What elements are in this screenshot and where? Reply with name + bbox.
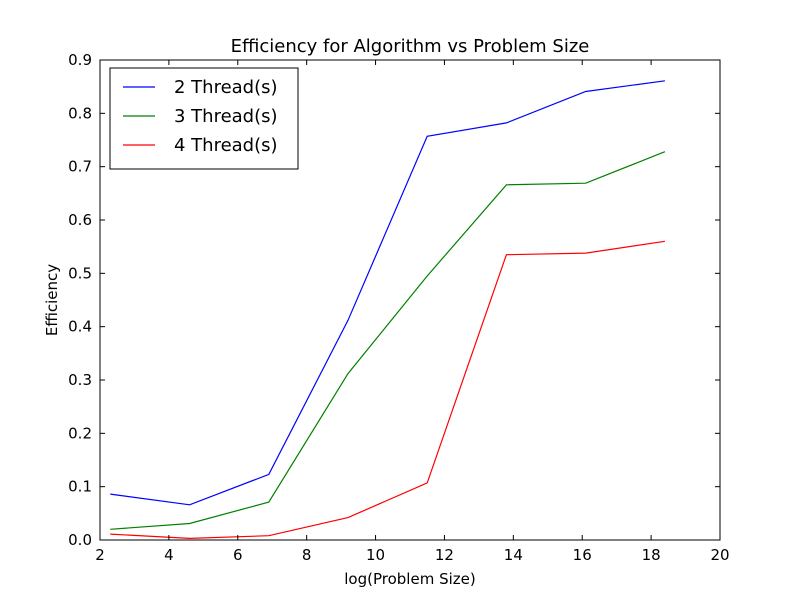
y-tick-label: 0.2 xyxy=(68,424,92,442)
x-tick-label: 4 xyxy=(164,546,174,564)
y-tick-label: 0.3 xyxy=(68,371,92,389)
x-tick-label: 14 xyxy=(504,546,523,564)
legend-label-3: 4 Thread(s) xyxy=(174,135,278,156)
x-tick-label: 8 xyxy=(302,546,312,564)
series-line-3 xyxy=(110,240,665,540)
y-tick-label: 0.1 xyxy=(68,478,92,496)
plot-frame xyxy=(99,59,721,541)
y-tick-label: 0.4 xyxy=(68,318,92,336)
x-tick-label: 16 xyxy=(573,546,592,564)
legend-label-1: 2 Thread(s) xyxy=(174,77,278,98)
x-tick-label: 6 xyxy=(233,546,243,564)
x-tick-label: 20 xyxy=(710,546,729,564)
y-tick-label: 0.9 xyxy=(68,51,92,69)
x-tick-label: 12 xyxy=(435,546,454,564)
y-tick-label: 0.6 xyxy=(68,211,92,229)
x-tick-label: 10 xyxy=(366,546,385,564)
legend: 2 Thread(s) 3 Thread(s) 4 Thread(s) xyxy=(109,67,299,170)
x-tick-label: 18 xyxy=(642,546,661,564)
series-line-1 xyxy=(110,80,665,506)
ticks-layer: 2 4 6 8 10 12 14 16 18 20 0.0 0.1 0.2 0.3 0.4 0.5 0.6 0.7… xyxy=(68,51,729,564)
legend-label-2: 3 Thread(s) xyxy=(174,106,278,127)
x-axis-label: log(Problem Size) xyxy=(344,570,475,588)
y-tick-label: 0.5 xyxy=(68,264,92,282)
y-axis-label: Efficiency xyxy=(43,264,61,336)
y-tick-label: 0.0 xyxy=(68,531,92,549)
series-layer xyxy=(110,80,666,540)
x-tick-label: 2 xyxy=(95,546,105,564)
series-line-2 xyxy=(110,151,666,530)
y-tick-label: 0.7 xyxy=(68,158,92,176)
legend-box xyxy=(109,67,299,170)
y-tick-label: 0.8 xyxy=(68,104,92,122)
chart-title: Efficiency for Algorithm vs Problem Size xyxy=(231,36,590,57)
